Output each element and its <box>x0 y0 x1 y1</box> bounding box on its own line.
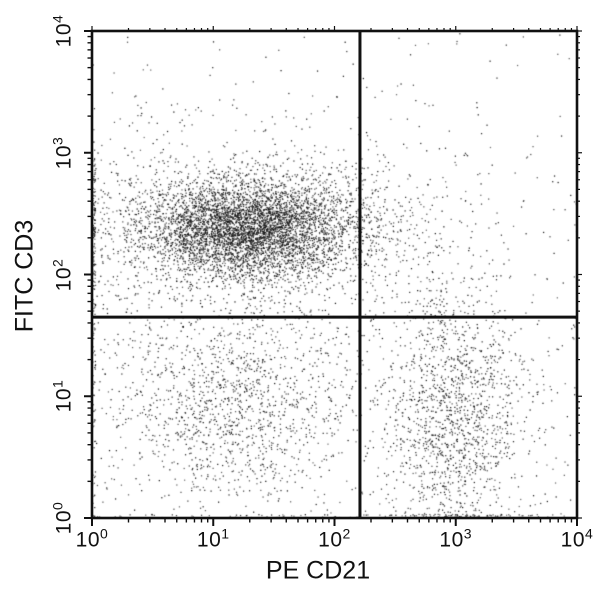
x-axis-title: PE CD21 <box>265 556 371 585</box>
y-axis-title: FITC CD3 <box>10 219 39 333</box>
scatter-points-canvas <box>92 31 577 518</box>
